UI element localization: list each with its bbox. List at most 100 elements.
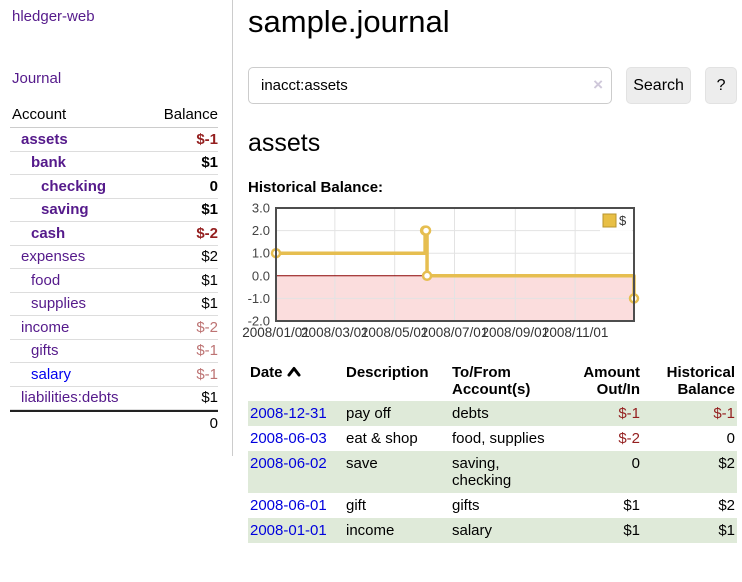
search-input[interactable] [248, 67, 612, 104]
svg-text:0.0: 0.0 [252, 268, 270, 283]
transaction-date-link[interactable]: 2008-06-03 [250, 430, 327, 447]
transaction-amount: 0 [631, 455, 640, 472]
account-balance: $-1 [196, 342, 218, 360]
sidebar-account-row: expenses $2 [10, 246, 218, 269]
account-link-checking[interactable]: checking [41, 177, 107, 195]
transaction-description: gift [346, 497, 367, 514]
transaction-balance: $1 [718, 522, 735, 539]
register-row: 2008-06-01 gift gifts $1 $2 [248, 493, 737, 518]
transaction-accounts: gifts [452, 497, 480, 514]
accounts-total-row: 0 [10, 410, 218, 434]
accounts-total-value: 0 [209, 414, 218, 432]
sidebar-account-row: income $-2 [10, 316, 218, 340]
transaction-description: save [346, 455, 378, 472]
sidebar-account-row: checking 0 [10, 175, 218, 199]
transaction-accounts: debts [452, 405, 489, 422]
sidebar-item-journal[interactable]: Journal [12, 70, 62, 87]
account-link-food[interactable]: food [31, 271, 61, 289]
svg-text:2008/09/01: 2008/09/01 [482, 325, 550, 340]
search-bar: × Search ? [248, 67, 737, 104]
svg-text:1.0: 1.0 [252, 246, 270, 261]
account-link-gifts[interactable]: gifts [31, 342, 59, 360]
historical-balance-chart: $3.0 2.0 1.0 0.0 -1.0 -2.0 2008/01/01 2008/03/0… [242, 201, 740, 345]
transaction-date-link[interactable]: 2008-01-01 [250, 522, 327, 539]
register-row: 2008-01-01 income salary $1 $1 [248, 518, 737, 543]
account-link-income[interactable]: income [21, 318, 70, 336]
description-column-header: Description [346, 364, 429, 381]
amount-column-header: Amount Out/In [583, 364, 640, 398]
sidebar-account-row: liabilities:debts $1 [10, 387, 218, 410]
svg-text:2008/05/01: 2008/05/01 [361, 325, 429, 340]
transaction-amount: $1 [623, 522, 640, 539]
account-link-expenses[interactable]: expenses [21, 248, 86, 266]
chart-title: Historical Balance: [248, 179, 384, 196]
clear-search-icon[interactable]: × [593, 75, 603, 94]
account-balance: $1 [201, 154, 218, 172]
search-button[interactable]: Search [626, 67, 692, 104]
transaction-amount: $-2 [618, 430, 640, 447]
svg-text:-1.0: -1.0 [248, 291, 270, 306]
account-link-saving[interactable]: saving [41, 201, 89, 219]
sidebar-account-row: assets $-1 [10, 128, 218, 152]
account-balance: $1 [201, 389, 218, 407]
balance-column-header-2: Historical Balance [666, 364, 735, 398]
transaction-amount: $-1 [618, 405, 640, 422]
transaction-balance: $2 [718, 497, 735, 514]
transaction-date-link[interactable]: 2008-06-02 [250, 455, 327, 472]
register-header-row: Date Description To/From Account(s) Amou… [248, 361, 737, 401]
account-link-cash[interactable]: cash [31, 224, 66, 242]
sidebar-account-row: cash $-2 [10, 222, 218, 246]
account-heading: assets [248, 129, 321, 157]
transaction-description: income [346, 522, 395, 539]
account-balance: $1 [201, 295, 218, 313]
account-balance: $-2 [196, 224, 218, 242]
register-row: 2008-06-03 eat & shop food, supplies $-2 0 [248, 426, 737, 451]
account-link-supplies[interactable]: supplies [31, 295, 87, 313]
sidebar: hledger-web Journal Account Balance asse… [0, 0, 233, 456]
accounts-table-header: Account Balance [10, 103, 218, 128]
svg-text:2008/01/01: 2008/01/01 [242, 325, 310, 340]
svg-text:2.0: 2.0 [252, 223, 270, 238]
svg-text:3.0: 3.0 [252, 203, 270, 216]
account-column-header: Account [12, 106, 67, 123]
transaction-balance: 0 [726, 430, 735, 447]
transaction-date-link[interactable]: 2008-12-31 [250, 405, 327, 422]
help-button[interactable]: ? [705, 67, 737, 104]
sidebar-account-row: salary $-1 [10, 363, 218, 387]
transaction-balance: $-1 [713, 405, 735, 422]
register-row: 2008-06-02 save saving, checking 0 $2 [248, 451, 737, 493]
app-title-link[interactable]: hledger-web [12, 8, 95, 25]
sidebar-account-row: saving $1 [10, 199, 218, 222]
page-title: sample.journal [248, 4, 450, 39]
transaction-date-link[interactable]: 2008-06-01 [250, 497, 327, 514]
transaction-balance: $2 [718, 455, 735, 472]
account-balance: $2 [201, 248, 218, 266]
transaction-description: eat & shop [346, 430, 418, 447]
sort-ascending-icon [287, 364, 301, 381]
transaction-accounts: salary [452, 522, 493, 539]
account-link-assets[interactable]: assets [21, 130, 68, 148]
account-balance: $1 [201, 201, 218, 219]
account-link-salary[interactable]: salary [31, 365, 72, 383]
svg-text:2008/07/01: 2008/07/01 [421, 325, 489, 340]
svg-text:$: $ [619, 213, 627, 228]
account-balance: $-1 [196, 130, 218, 148]
accounts-table: Account Balance assets $-1 bank $1 checking 0… [10, 103, 218, 434]
register-row: 2008-12-31 pay off debts $-1 $-1 [248, 401, 737, 426]
sidebar-account-row: supplies $1 [10, 293, 218, 316]
account-balance: $-2 [196, 318, 218, 336]
svg-text:2008/11/01: 2008/11/01 [542, 325, 609, 340]
sidebar-account-row: gifts $-1 [10, 340, 218, 363]
account-balance: $1 [201, 271, 218, 289]
account-balance: 0 [209, 177, 218, 195]
main-content: sample.journal × Search ? assets Histori… [242, 0, 737, 543]
account-link-bank[interactable]: bank [31, 154, 67, 172]
svg-text:-2.0: -2.0 [248, 314, 270, 329]
date-column-header[interactable]: Date [248, 361, 344, 401]
transaction-description: pay off [346, 405, 391, 422]
sidebar-account-row: food $1 [10, 269, 218, 293]
balance-column-header: Balance [163, 106, 218, 123]
account-link-liabilities-debts[interactable]: liabilities:debts [21, 389, 119, 407]
sidebar-account-row: bank $1 [10, 152, 218, 175]
